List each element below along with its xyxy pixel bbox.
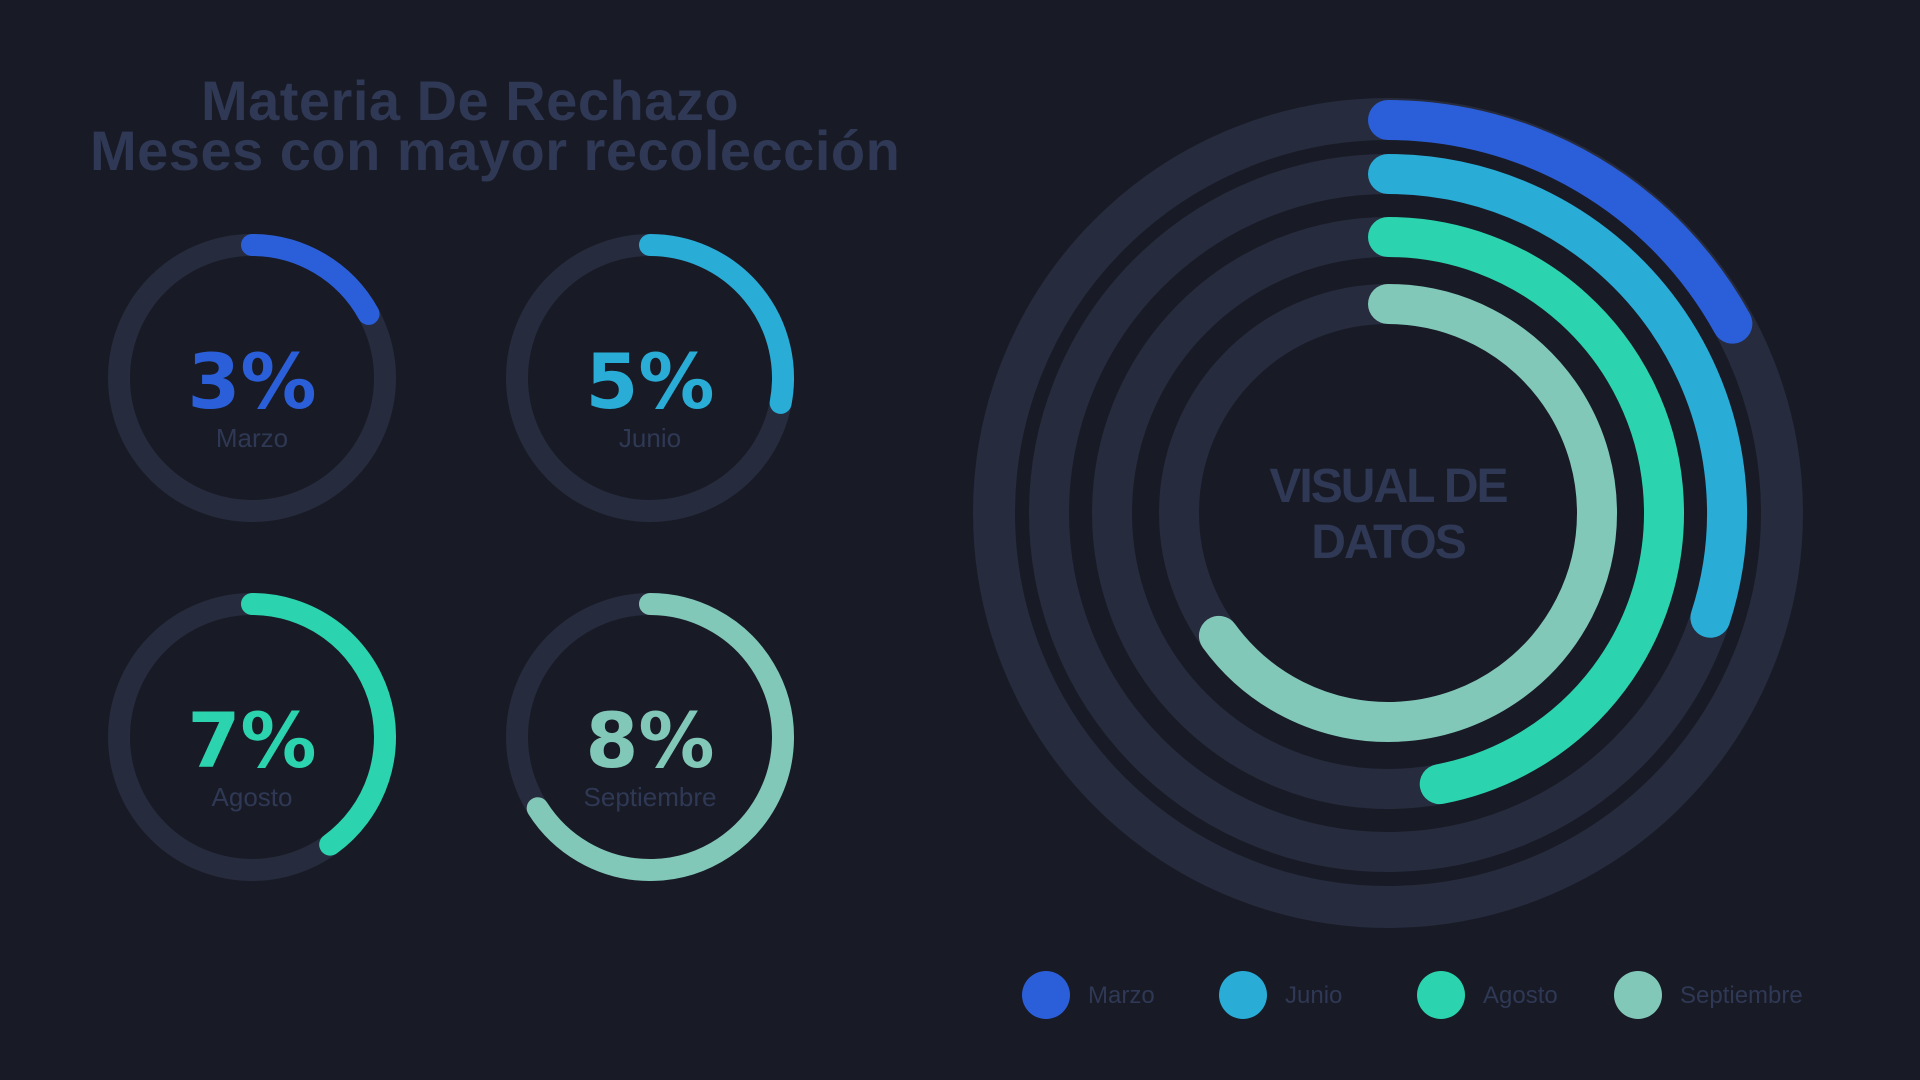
value-label-agosto: 7% bbox=[187, 696, 316, 785]
center-label-line-2: DATOS bbox=[1311, 516, 1466, 569]
legend-label: Marzo bbox=[1088, 982, 1155, 1009]
value-label-marzo: 3% bbox=[187, 337, 316, 426]
gauge-marzo: 3%Marzo bbox=[108, 234, 396, 522]
ring-arc-junio bbox=[1368, 154, 1747, 638]
legend-swatch bbox=[1417, 971, 1465, 1019]
chart-title: Materia De Rechazo Meses con mayor recol… bbox=[90, 69, 901, 182]
ring-arc-agosto bbox=[1368, 217, 1684, 805]
gauge-agosto: 7%Agosto bbox=[108, 593, 396, 881]
legend-swatch bbox=[1614, 971, 1662, 1019]
radial-rings bbox=[973, 98, 1803, 928]
ring-agosto bbox=[1092, 217, 1684, 809]
legend-item-marzo: Marzo bbox=[1022, 971, 1155, 1019]
legend-label: Septiembre bbox=[1680, 982, 1803, 1009]
ring-junio bbox=[1029, 154, 1747, 872]
legend-swatch bbox=[1022, 971, 1070, 1019]
month-label-marzo: Marzo bbox=[216, 423, 288, 453]
ring-marzo bbox=[1368, 100, 1753, 344]
month-label-agosto: Agosto bbox=[212, 782, 293, 812]
ring-septiembre bbox=[1159, 284, 1617, 742]
legend-swatch bbox=[1219, 971, 1267, 1019]
legend-item-agosto: Agosto bbox=[1417, 971, 1558, 1019]
legend-item-septiembre: Septiembre bbox=[1614, 971, 1803, 1019]
legend-label: Agosto bbox=[1483, 982, 1558, 1009]
value-label-septiembre: 8% bbox=[585, 696, 714, 785]
month-label-septiembre: Septiembre bbox=[584, 782, 717, 812]
legend-label: Junio bbox=[1285, 982, 1342, 1009]
month-label-junio: Junio bbox=[619, 423, 681, 453]
gauge-arc-septiembre bbox=[526, 593, 794, 881]
ring-arc-marzo bbox=[1368, 100, 1753, 344]
title-line-2: Meses con mayor recolección bbox=[90, 119, 901, 182]
gauge-junio: 5%Junio bbox=[506, 234, 794, 522]
legend-item-junio: Junio bbox=[1219, 971, 1342, 1019]
value-label-junio: 5% bbox=[585, 337, 714, 426]
title-line-1: Materia De Rechazo bbox=[200, 69, 740, 132]
radial-bar-chart: VISUAL DE DATOS bbox=[973, 98, 1803, 928]
gauge-arc-junio bbox=[639, 234, 794, 414]
small-gauges: 3%Marzo 5%Junio 7%Agosto 8%Septiembre bbox=[108, 234, 794, 881]
ring-arc-septiembre bbox=[1198, 284, 1617, 742]
gauge-arc-agosto bbox=[241, 593, 396, 856]
center-label-line-1: VISUAL DE bbox=[1269, 460, 1507, 513]
gauge-septiembre: 8%Septiembre bbox=[506, 593, 794, 881]
gauge-arc-marzo bbox=[241, 234, 380, 325]
legend: Marzo Junio Agosto Septiembre bbox=[1022, 971, 1803, 1019]
